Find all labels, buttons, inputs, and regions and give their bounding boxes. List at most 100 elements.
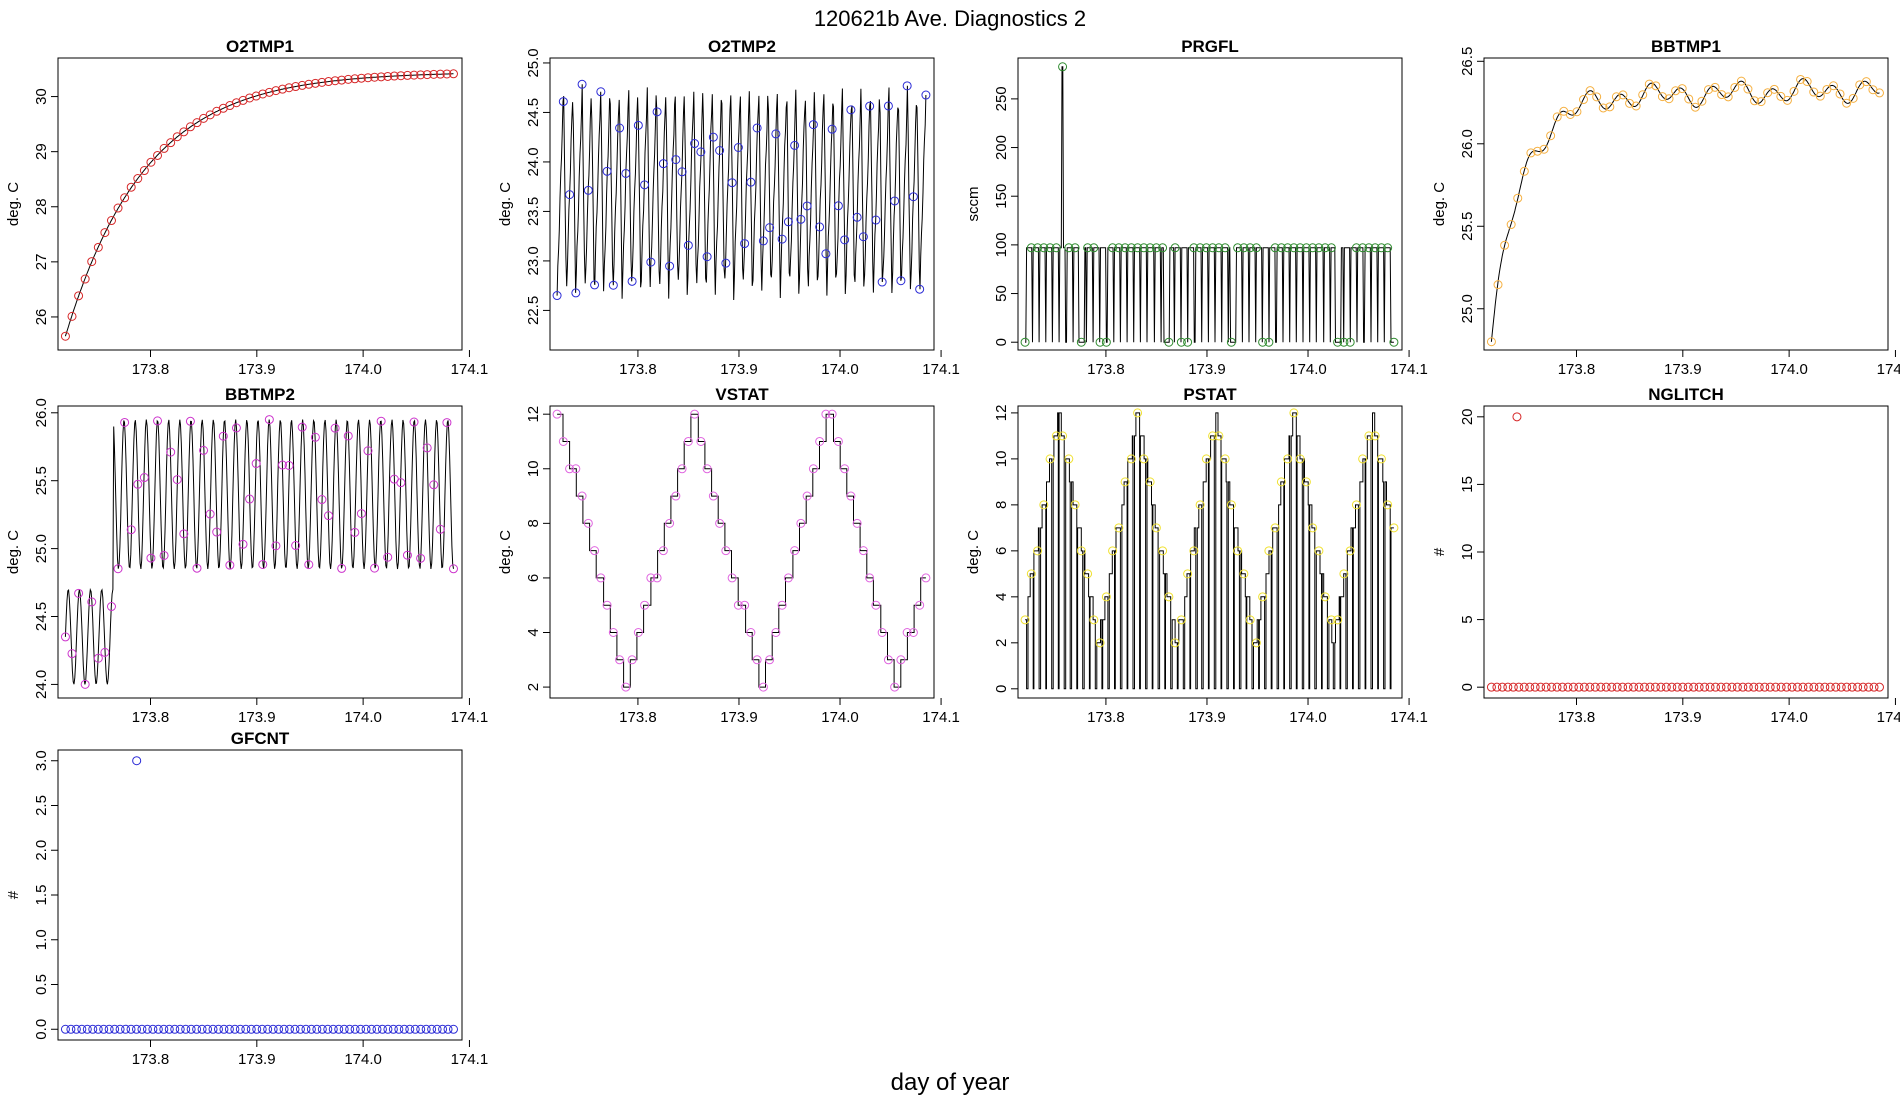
data-point — [1618, 90, 1628, 100]
data-point — [231, 98, 241, 108]
data-point — [1126, 454, 1136, 464]
panel-prgfl: PRGFL 173.8 173.9 174.0 174.1 0 50 100 150 200 250… — [965, 37, 1428, 378]
data-point — [1076, 337, 1086, 347]
data-point — [1645, 682, 1655, 692]
data-point — [205, 509, 215, 519]
data-point — [921, 573, 931, 583]
data-point — [1158, 546, 1168, 556]
data-point — [284, 460, 294, 470]
x-tick-label: 174.0 — [821, 709, 859, 726]
data-point — [203, 1024, 213, 1034]
data-point — [416, 553, 426, 563]
plot-frame — [57, 749, 463, 1041]
data-point — [383, 552, 393, 562]
data-point — [1671, 86, 1681, 96]
plot-frame — [1017, 57, 1403, 351]
data-point — [1552, 112, 1562, 122]
data-point — [1661, 682, 1671, 692]
data-point — [186, 1024, 196, 1034]
figure-x-axis-label: day of year — [891, 1069, 1010, 1096]
y-tick-label: 12 — [525, 406, 542, 423]
x-tick-label: 173.8 — [132, 361, 170, 378]
data-point — [1345, 337, 1355, 347]
data-point — [251, 459, 261, 469]
y-tick-label: 2.5 — [33, 795, 50, 816]
data-point — [852, 518, 862, 528]
data-point — [74, 291, 84, 301]
data-point — [1289, 243, 1299, 253]
data-point — [1226, 337, 1236, 347]
y-tick-label: 2 — [993, 639, 1010, 647]
data-point — [139, 166, 149, 176]
data-point — [334, 1024, 344, 1034]
figure-title: 120621b Ave. Diagnostics 2 — [814, 6, 1086, 31]
data-point — [783, 573, 793, 583]
data-point — [602, 166, 612, 176]
data-point — [213, 1024, 223, 1034]
y-tick-label: 0.0 — [33, 1019, 50, 1040]
data-point — [208, 1024, 218, 1034]
data-point — [443, 1024, 453, 1034]
data-point — [796, 214, 806, 224]
data-point — [1326, 615, 1336, 625]
data-point — [1861, 77, 1871, 87]
data-point — [1139, 454, 1149, 464]
data-point — [771, 628, 781, 638]
data-point — [179, 529, 189, 539]
data-point — [110, 1024, 120, 1034]
data-point — [263, 1024, 273, 1034]
data-point — [1376, 243, 1386, 253]
data-point — [1497, 682, 1507, 692]
data-point — [1874, 88, 1884, 98]
data-point — [1389, 337, 1399, 347]
data-point — [1612, 682, 1622, 692]
data-point — [1727, 682, 1737, 692]
data-point — [295, 1024, 305, 1034]
y-tick-label: 26.5 — [1459, 47, 1476, 76]
data-point — [372, 1024, 382, 1034]
data-point — [602, 600, 612, 610]
data-point — [339, 1024, 349, 1034]
data-point — [106, 216, 116, 226]
data-point — [658, 546, 668, 556]
data-point — [690, 409, 700, 419]
data-point — [328, 1024, 338, 1034]
data-point — [858, 546, 868, 556]
y-tick-label: 6 — [525, 574, 542, 582]
data-point — [1650, 682, 1660, 692]
data-point — [185, 416, 195, 426]
panel-title: O2TMP2 — [708, 37, 776, 56]
data-point — [146, 553, 156, 563]
data-point — [1625, 98, 1635, 108]
data-point — [1051, 431, 1061, 441]
data-point — [66, 1024, 76, 1034]
data-point — [1532, 146, 1542, 156]
data-point — [345, 1024, 355, 1034]
panel-title: BBTMP1 — [1651, 37, 1721, 56]
data-point — [337, 75, 347, 85]
data-point — [1607, 682, 1617, 692]
data-point — [120, 193, 130, 203]
data-point — [1869, 682, 1879, 692]
plot-frame — [1017, 405, 1403, 699]
data-point — [1858, 682, 1868, 692]
panel-nglitch: NGLITCH 173.8 173.9 174.0 174.1 0 5 10 15 20 # — [1431, 385, 1900, 726]
data-point — [1789, 86, 1799, 96]
data-point — [356, 509, 366, 519]
data-point — [1333, 615, 1343, 625]
data-point — [1828, 81, 1838, 91]
data-point — [815, 222, 825, 232]
x-tick-label: 173.9 — [1664, 709, 1702, 726]
y-tick-label: 12 — [993, 405, 1010, 422]
data-point — [1108, 243, 1118, 253]
data-point — [1703, 85, 1713, 95]
x-tick-label: 174.0 — [1770, 361, 1808, 378]
data-point — [1233, 546, 1243, 556]
data-point — [376, 416, 386, 426]
data-point — [608, 280, 618, 290]
data-point — [565, 464, 575, 474]
x-tick-label: 174.0 — [344, 709, 382, 726]
data-point — [166, 447, 176, 457]
data-point — [1848, 93, 1858, 103]
data-point — [1598, 103, 1608, 113]
